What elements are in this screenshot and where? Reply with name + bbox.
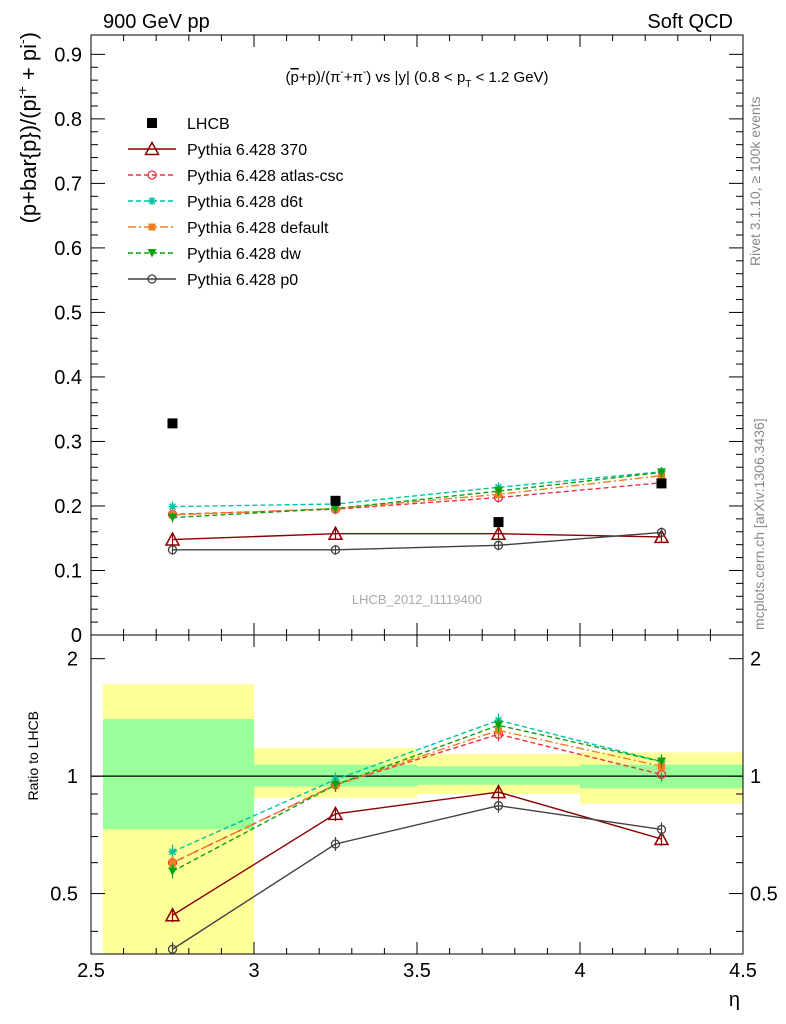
- rivet-version-label: Rivet 3.1.10, ≥ 100k events: [747, 96, 763, 266]
- y-tick-label: 0.9: [54, 44, 82, 66]
- data-point: [656, 478, 667, 489]
- plot-title: (p+p)/(π-+π-) vs |y| (0.8 < pT < 1.2 GeV…: [285, 67, 548, 90]
- ratio-point-0: [164, 907, 181, 922]
- legend-marker-4: [147, 249, 157, 258]
- header-left: 900 GeV pp: [103, 11, 210, 33]
- ratio-line-5: [172, 804, 662, 950]
- series-point-2: [168, 502, 177, 511]
- ratio-point-5: [167, 944, 178, 954]
- y-tick-label: 0.2: [54, 496, 82, 518]
- y-tick-label: 0.5: [54, 302, 82, 324]
- ratio-point-5: [656, 824, 667, 835]
- mcplots-label: mcplots.cern.ch [arXiv:1306.3436]: [751, 418, 767, 630]
- series-point-4: [331, 504, 340, 514]
- series-point-4: [494, 487, 503, 496]
- ratio-point-4: [331, 780, 340, 790]
- legend-label-1: Pythia 6.428 atlas-csc: [187, 168, 344, 185]
- legend-label-3: Pythia 6.428 default: [187, 220, 329, 237]
- series-line-0: [172, 533, 662, 541]
- ratio-y-tick-label-left: 1: [67, 766, 78, 788]
- series-point-4: [657, 468, 666, 477]
- top-series-group: [164, 418, 670, 555]
- y-tick-label-zero: 0: [71, 625, 82, 647]
- y-tick-label: 0.4: [54, 367, 82, 389]
- y-tick-label: 0.7: [54, 173, 82, 195]
- y-tick-label: 0.3: [54, 431, 82, 453]
- series-line-3: [172, 474, 662, 516]
- ratio-point-0: [327, 805, 344, 821]
- legend-marker-2: [148, 197, 156, 205]
- legend-label-2: Pythia 6.428 d6t: [187, 194, 303, 211]
- uncertainty-bands: [103, 684, 743, 954]
- legend-marker-5: [147, 274, 157, 284]
- series-point-5: [167, 545, 178, 555]
- legend-marker-1: [147, 170, 157, 180]
- series-line-4: [172, 471, 662, 519]
- legend-marker-0: [144, 140, 160, 156]
- ratio-line-3: [172, 729, 662, 864]
- ratio-point-0: [490, 784, 507, 799]
- ratio-panel: 2.5 3 3.5 4 4.5 0.5 0.5 1 1 2 2: [50, 634, 778, 982]
- legend-marker-3: [148, 223, 156, 231]
- series-point-5: [493, 540, 504, 550]
- ratio-point-0: [653, 830, 670, 846]
- series-point-5: [330, 545, 341, 555]
- legend-label-5: Pythia 6.428 p0: [187, 272, 298, 289]
- series-point-4: [168, 513, 177, 523]
- y-axis-label-bottom: Ratio to LHCB: [25, 711, 41, 800]
- x-tick-label: 3: [248, 960, 259, 982]
- ratio-y-tick-label-right: 0.5: [750, 884, 778, 906]
- series-line-1: [172, 482, 662, 516]
- ratio-y-tick-label-left: 2: [67, 649, 78, 671]
- series-point-0: [327, 525, 344, 540]
- x-tick-label: 3.5: [403, 960, 431, 982]
- y-tick-label: 0.6: [54, 238, 82, 260]
- ratio-line-4: [172, 724, 662, 872]
- data-point: [493, 517, 504, 528]
- ratio-y-tick-label-right: 1: [750, 766, 761, 788]
- top-panel: 0.1 0.2 0.3 0.4 0.5 0.6 0.7 0.8 0.9 0: [54, 34, 744, 647]
- ratio-point-4: [494, 721, 503, 730]
- ratio-point-4: [657, 757, 666, 767]
- y-tick-label: 0.8: [54, 109, 82, 131]
- data-point: [330, 495, 341, 506]
- ratio-line-0: [172, 791, 662, 916]
- ratio-y-tick-label-left: 0.5: [50, 884, 78, 906]
- legend-label-0: Pythia 6.428 370: [187, 142, 307, 159]
- series-point-0: [653, 528, 670, 544]
- data-point: [167, 418, 178, 429]
- series-point-5: [656, 527, 667, 538]
- ratio-point-4: [168, 867, 177, 876]
- x-tick-label: 2.5: [77, 960, 105, 982]
- series-line-5: [172, 531, 662, 551]
- y-axis-label-top: (p+bar{p})/(pi+ + pi-): [14, 32, 41, 223]
- x-axis-label: η: [729, 989, 740, 1011]
- legend: LHCB Pythia 6.428 370 Pythia 6.428 atlas-c…: [128, 116, 344, 289]
- ratio-series-group: [164, 713, 670, 954]
- ratio-y-tick-label-right: 2: [750, 649, 761, 671]
- ratio-line-2: [172, 719, 662, 853]
- ratio-point-2: [168, 847, 177, 856]
- ratio-point-5: [330, 839, 341, 849]
- legend-label-4: Pythia 6.428 dw: [187, 246, 301, 263]
- header-right: Soft QCD: [647, 11, 733, 33]
- ratio-point-5: [493, 801, 504, 811]
- stat-uncertainty-band: [103, 719, 254, 830]
- x-tick-label: 4.5: [729, 960, 757, 982]
- ratio-point-3: [169, 859, 176, 867]
- y-tick-label: 0.1: [54, 560, 82, 582]
- legend-marker-data: [147, 118, 157, 128]
- series-line-2: [172, 471, 662, 508]
- ratio-line-1: [172, 733, 662, 864]
- x-tick-label: 4: [574, 960, 585, 982]
- series-point-0: [490, 525, 507, 540]
- analysis-watermark: LHCB_2012_I1119400: [352, 592, 482, 607]
- legend-label-data: LHCB: [187, 116, 230, 133]
